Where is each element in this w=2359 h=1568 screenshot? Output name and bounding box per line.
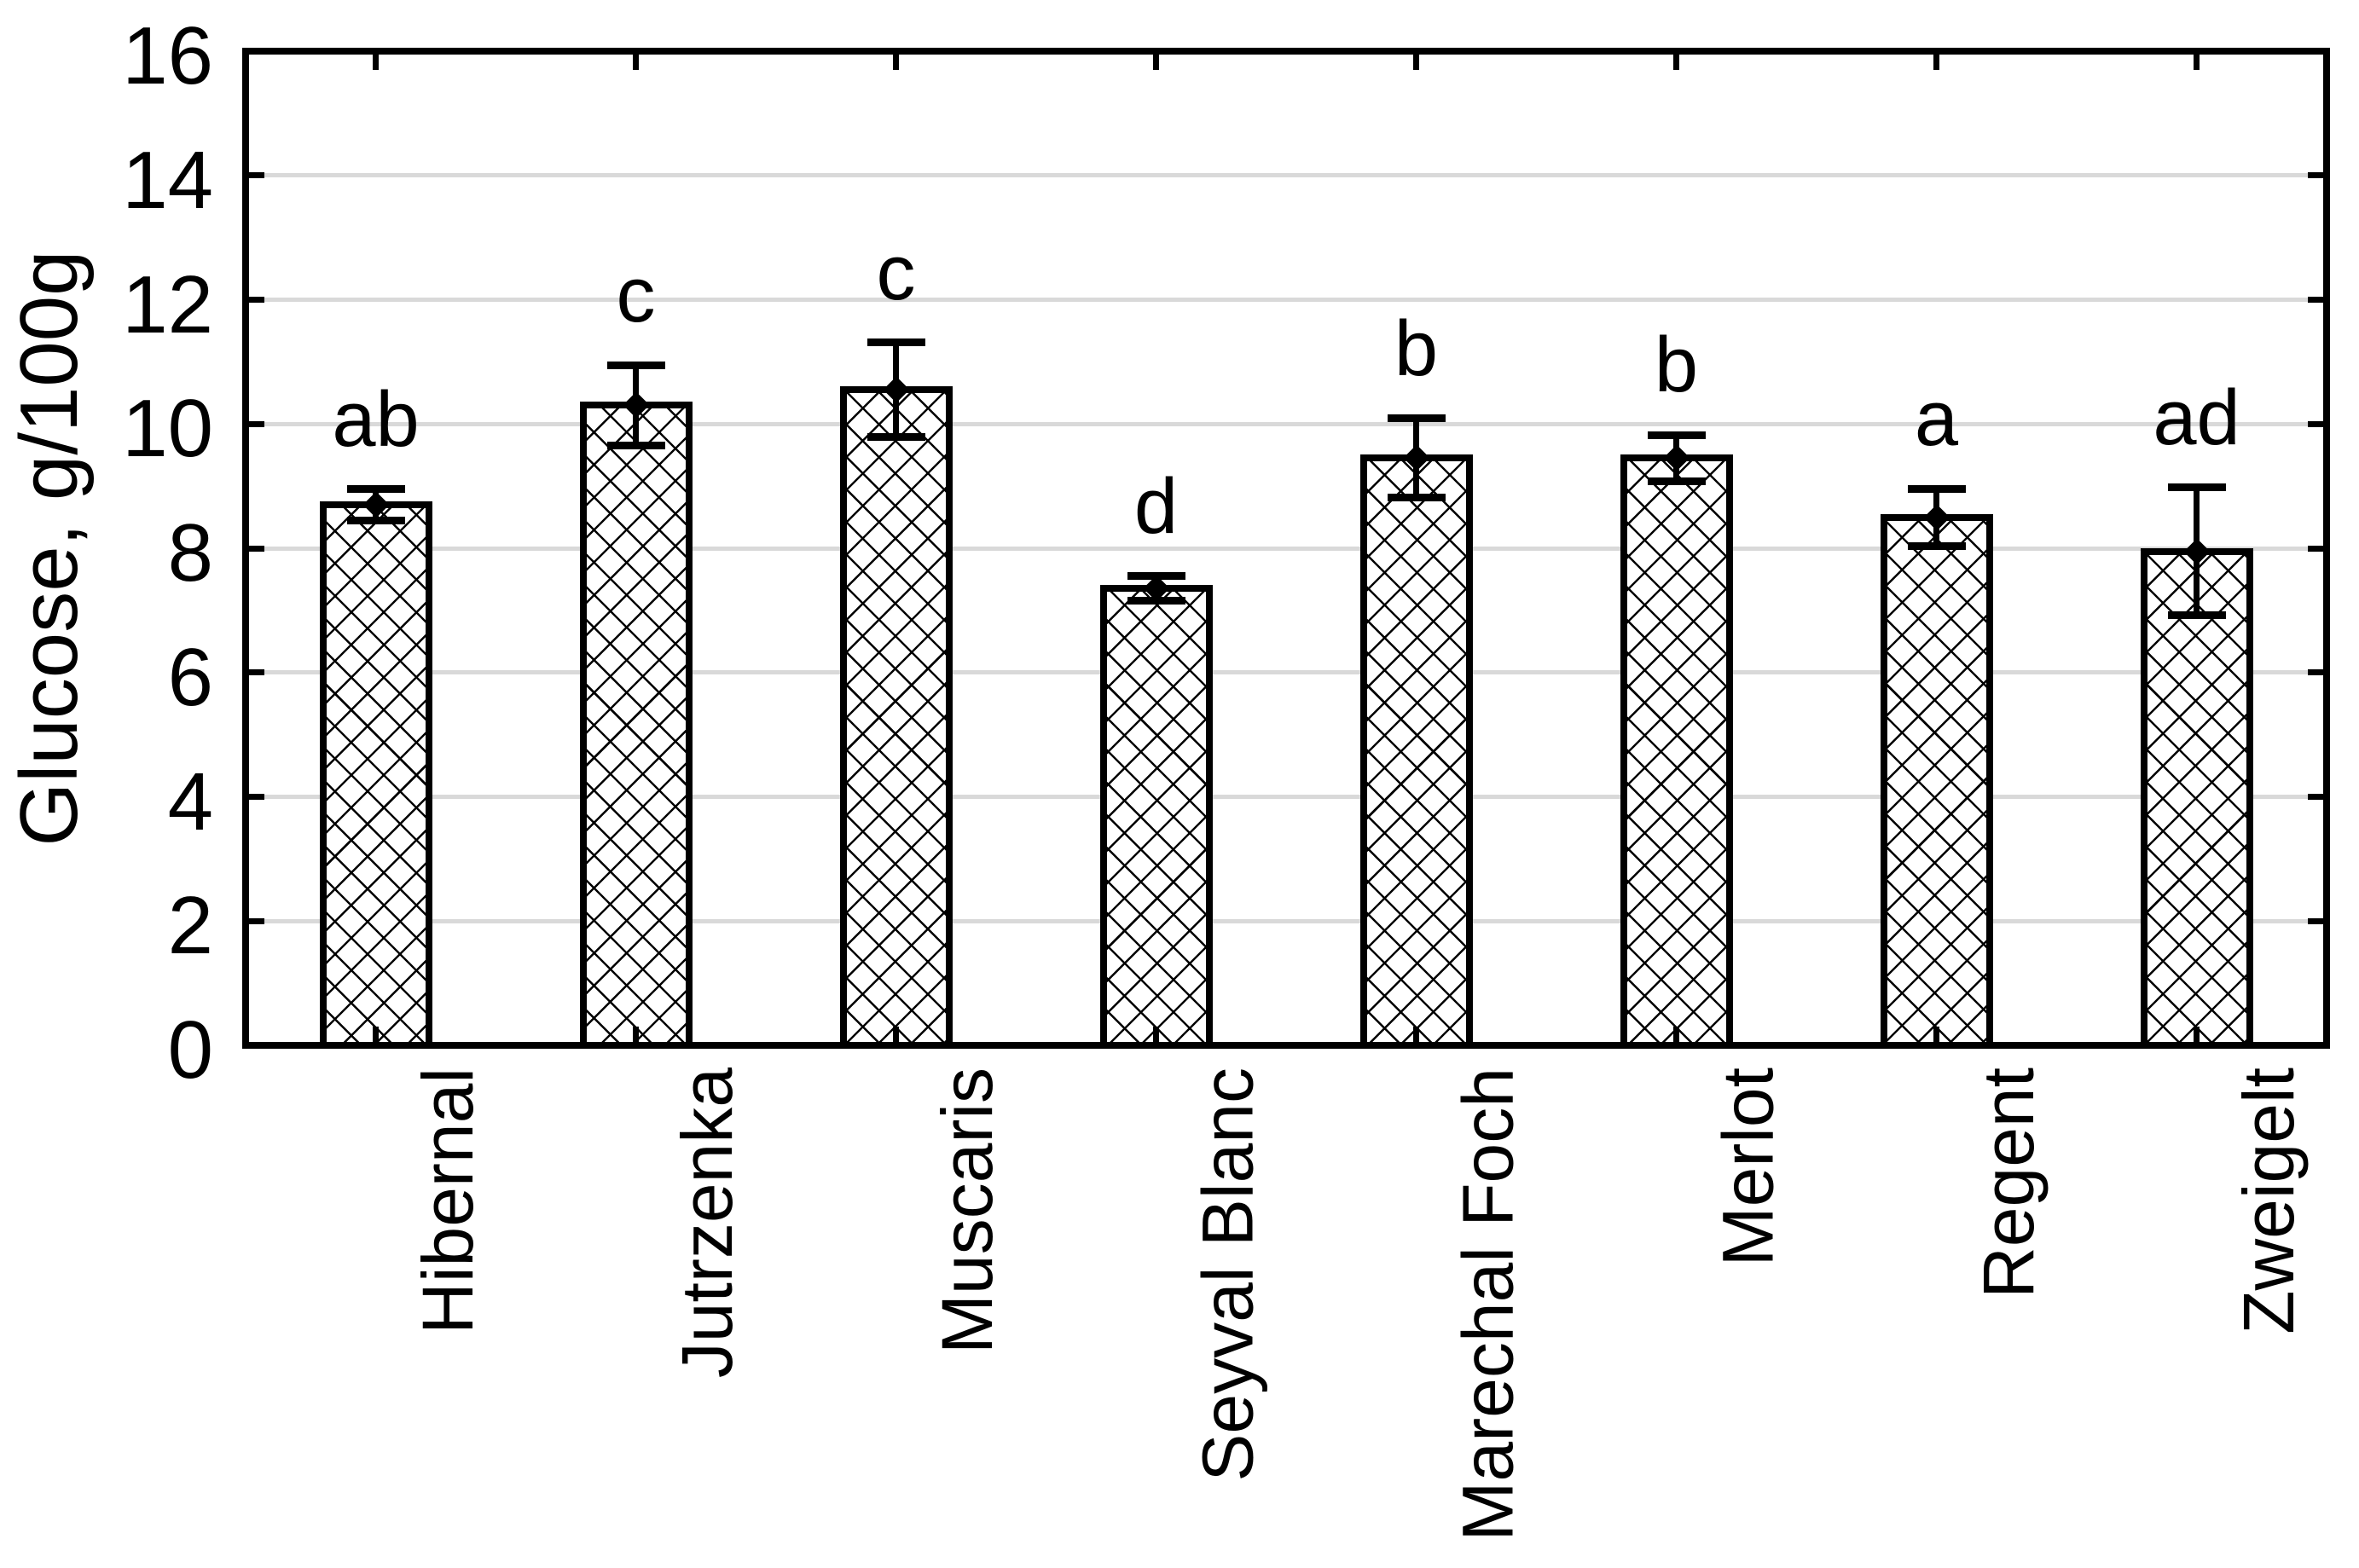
x-axis-tick-top-hibernal (373, 55, 379, 70)
error-cap-bottom-regent (1907, 541, 1966, 550)
y-axis-tick-left-6 (249, 669, 264, 676)
x-axis-tick-bottom-merlot (1673, 1027, 1679, 1042)
x-axis-tick-top-merlot (1673, 55, 1679, 70)
x-axis-tick-bottom-marechal-foch (1413, 1027, 1419, 1042)
y-axis-tick-left-4 (249, 794, 264, 800)
error-cap-top-jutrzenka (606, 361, 665, 369)
significance-letter-seyval-blanc: d (1133, 462, 1179, 550)
y-tick-label-8: 8 (167, 507, 213, 599)
bar-regent (1880, 513, 1993, 1049)
x-axis-tick-top-marechal-foch (1413, 55, 1419, 70)
y-axis-tick-left-8 (249, 545, 264, 552)
significance-letter-marechal-foch: b (1394, 304, 1439, 392)
error-cap-top-muscaris (867, 338, 925, 347)
y-axis-tick-left-12 (249, 297, 264, 303)
bar-jutrzenka (579, 402, 693, 1049)
x-axis-tick-top-regent (1933, 55, 1939, 70)
y-axis-tick-right-4 (2308, 794, 2323, 800)
x-tick-label-seyval-blanc: Seyval Blanc (1187, 1068, 1268, 1482)
y-axis-tick-left-14 (249, 172, 264, 179)
significance-letter-zweigelt: ad (2153, 373, 2240, 461)
plot-frame (242, 48, 2330, 1049)
error-cap-bottom-zweigelt (2167, 611, 2226, 620)
x-axis-tick-top-zweigelt (2194, 55, 2200, 70)
error-cap-bottom-merlot (1647, 477, 1706, 485)
x-tick-label-marechal-foch: Marechal Foch (1447, 1068, 1528, 1542)
y-tick-label-16: 16 (122, 10, 213, 101)
x-axis-tick-bottom-zweigelt (2194, 1027, 2200, 1042)
bar-zweigelt (2140, 547, 2253, 1049)
bar-merlot (1620, 454, 1733, 1049)
gridline-y4 (246, 795, 2327, 799)
y-axis-tick-right-2 (2308, 917, 2323, 924)
gridline-y10 (246, 421, 2327, 426)
x-tick-label-regent: Regent (1968, 1068, 2049, 1299)
y-tick-label-6: 6 (167, 631, 213, 723)
significance-letter-hibernal: ab (332, 375, 420, 463)
x-axis-tick-bottom-regent (1933, 1027, 1939, 1042)
y-axis-tick-right-6 (2308, 669, 2323, 676)
y-tick-label-0: 0 (167, 1004, 213, 1096)
x-tick-label-hibernal: Hibernal (407, 1068, 488, 1334)
significance-letter-muscaris: c (876, 229, 916, 316)
gridline-y14 (246, 173, 2327, 178)
x-axis-tick-top-jutrzenka (633, 55, 639, 70)
y-axis-tick-right-10 (2308, 420, 2323, 427)
significance-letter-jutrzenka: c (616, 252, 656, 339)
x-tick-label-zweigelt: Zweigelt (2228, 1068, 2309, 1334)
error-cap-bottom-muscaris (867, 433, 925, 442)
x-tick-label-muscaris: Muscaris (927, 1068, 1008, 1355)
y-tick-label-2: 2 (167, 880, 213, 972)
y-axis-title: Glucose, g/100g (3, 250, 95, 847)
y-tick-label-10: 10 (122, 383, 213, 475)
error-cap-bottom-jutrzenka (606, 442, 665, 450)
y-axis-tick-right-8 (2308, 545, 2323, 552)
error-cap-top-merlot (1647, 431, 1706, 439)
x-tick-label-merlot: Merlot (1707, 1068, 1788, 1267)
error-cap-bottom-hibernal (346, 516, 405, 524)
x-tick-label-jutrzenka: Jutrzenka (667, 1068, 748, 1379)
y-tick-label-4: 4 (167, 755, 213, 848)
significance-letter-regent: a (1914, 375, 1959, 463)
y-axis-tick-right-14 (2308, 172, 2323, 179)
y-tick-label-12: 12 (122, 258, 213, 350)
error-cap-bottom-marechal-foch (1387, 494, 1446, 502)
x-axis-tick-top-muscaris (893, 55, 899, 70)
y-axis-tick-right-12 (2308, 297, 2323, 303)
x-axis-tick-bottom-jutrzenka (633, 1027, 639, 1042)
y-axis-tick-left-2 (249, 917, 264, 924)
error-cap-top-regent (1907, 484, 1966, 493)
gridline-y2 (246, 918, 2327, 923)
y-tick-label-14: 14 (122, 134, 213, 226)
error-cap-top-hibernal (346, 485, 405, 494)
gridline-y8 (246, 546, 2327, 551)
bar-hibernal (319, 500, 432, 1049)
y-axis-tick-left-10 (249, 420, 264, 427)
x-axis-tick-bottom-hibernal (373, 1027, 379, 1042)
bar-muscaris (839, 386, 953, 1049)
x-axis-tick-bottom-seyval-blanc (1153, 1027, 1159, 1042)
error-cap-top-marechal-foch (1387, 414, 1446, 423)
significance-letter-merlot: b (1654, 321, 1699, 409)
x-axis-tick-top-seyval-blanc (1153, 55, 1159, 70)
gridline-y12 (246, 298, 2327, 302)
error-cap-top-zweigelt (2167, 483, 2226, 492)
x-axis-tick-bottom-muscaris (893, 1027, 899, 1042)
gridline-y6 (246, 670, 2327, 675)
